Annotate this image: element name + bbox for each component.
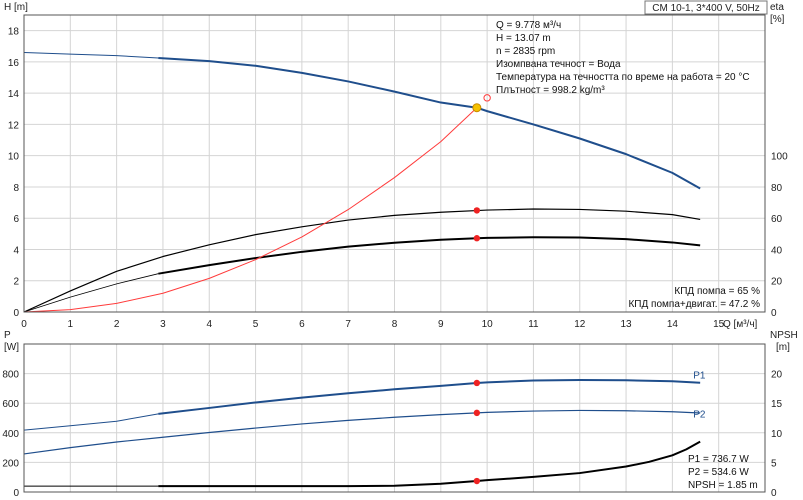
upper-y2-tick-label: 60 xyxy=(771,214,783,225)
series-line-eta_total xyxy=(158,236,701,275)
x-tick-label: 1 xyxy=(68,319,74,330)
duty-point xyxy=(473,409,481,417)
lower-y-label: P xyxy=(4,330,11,341)
lower-y2-tick-label: 0 xyxy=(771,488,777,499)
x-tick-label: 7 xyxy=(345,319,351,330)
lower-y-tick-label: 600 xyxy=(2,399,19,410)
x-tick-label: 4 xyxy=(206,319,212,330)
lower-y2-tick-label: 5 xyxy=(771,458,777,469)
upper-y-tick-label: 8 xyxy=(13,183,19,194)
upper-plot-frame xyxy=(23,14,766,313)
x-tick-label: 3 xyxy=(160,319,166,330)
upper-y2-tick-label: 20 xyxy=(771,277,783,288)
duty-point xyxy=(473,379,481,387)
info-flow: Q = 9.778 м³/ч xyxy=(496,20,561,31)
series-label-p1: P1 xyxy=(693,370,706,381)
system-open-point xyxy=(483,94,491,102)
lower-y2-tick-label: 15 xyxy=(771,399,783,410)
x-tick-label: 12 xyxy=(574,319,586,330)
series-line-head xyxy=(158,56,701,190)
lower-y-unit: [W] xyxy=(4,342,19,353)
x-tick-label: 13 xyxy=(621,319,633,330)
lower-y2-label: NPSH xyxy=(770,330,798,341)
readout-p2: P2 = 534.6 W xyxy=(688,467,749,478)
efficiency-pump-note: КПД помпа = 65 % xyxy=(674,286,760,297)
series-line-eta_pump xyxy=(23,208,701,313)
info-head: H = 13.07 m xyxy=(496,33,551,44)
x-axis-label: Q [м³/ч] xyxy=(723,319,758,330)
upper-y2-label: eta xyxy=(770,2,784,13)
x-tick-label: 14 xyxy=(667,319,679,330)
upper-y-label: H [m] xyxy=(4,2,28,13)
lower-y-tick-label: 200 xyxy=(2,458,19,469)
duty-point xyxy=(473,235,481,242)
lower-y-tick-label: 400 xyxy=(2,429,19,440)
series-line-eta_total_thin xyxy=(23,273,159,313)
series-line-p2 xyxy=(23,409,701,455)
upper-y-tick-label: 4 xyxy=(13,245,19,256)
series-labels: P1 P2 xyxy=(693,370,706,420)
title-box xyxy=(644,0,768,15)
series-layer xyxy=(23,52,701,488)
x-tick-label: 10 xyxy=(482,319,494,330)
upper-y-tick-label: 18 xyxy=(8,27,20,38)
upper-y2-unit: [%] xyxy=(770,14,785,25)
info-speed: n = 2835 rpm xyxy=(496,46,555,57)
upper-y-tick-label: 16 xyxy=(8,58,20,69)
x-tick-label: 5 xyxy=(253,319,259,330)
x-tick-label: 2 xyxy=(114,319,120,330)
upper-y2-tick-label: 40 xyxy=(771,245,783,256)
readout-npsh: NPSH = 1.85 m xyxy=(688,480,758,491)
chart-title: CM 10-1, 3*400 V, 50Hz xyxy=(652,3,759,14)
x-tick-label: 9 xyxy=(438,319,444,330)
lower-y2-tick-label: 10 xyxy=(771,429,783,440)
x-tick-label: 0 xyxy=(21,319,27,330)
lower-plot-frame xyxy=(23,343,766,493)
x-tick-label: 15 xyxy=(713,319,725,330)
upper-y-tick-label: 12 xyxy=(8,120,20,131)
x-tick-label: 8 xyxy=(392,319,398,330)
efficiency-total-note: КПД помпа+двигат. = 47.2 % xyxy=(628,299,760,310)
upper-y-tick-label: 0 xyxy=(13,308,19,319)
ticks-layer: 0 1 2 3 4 5 6 7 8 9 10 11 12 13 14 15024681012141618020… xyxy=(2,27,788,499)
upper-y-tick-label: 6 xyxy=(13,214,19,225)
series-line-system xyxy=(23,107,478,313)
duty-point xyxy=(473,207,481,214)
readout-p1: P1 = 736.7 W xyxy=(688,454,749,465)
lower-y2-unit: [m] xyxy=(776,342,790,353)
upper-y2-tick-label: 80 xyxy=(771,183,783,194)
duty-point xyxy=(473,477,481,485)
series-label-p2: P2 xyxy=(693,409,706,420)
lower-y2-tick-label: 20 xyxy=(771,370,783,381)
upper-y2-tick-label: 0 xyxy=(771,308,777,319)
upper-y-tick-label: 2 xyxy=(13,277,19,288)
info-liquid: Изомпвана течност = Вода xyxy=(496,59,621,70)
lower-y-tick-label: 0 xyxy=(13,488,19,499)
info-temperature: Температура на течността по време на раб… xyxy=(496,71,750,83)
x-tick-label: 11 xyxy=(528,319,539,330)
series-line-p1 xyxy=(158,378,701,415)
intersection-point xyxy=(472,103,482,113)
series-line-head_thin xyxy=(23,52,159,59)
series-line-p1_thin xyxy=(23,413,159,431)
points-layer xyxy=(472,94,491,485)
x-tick-label: 6 xyxy=(299,319,305,330)
lower-grid xyxy=(23,344,765,493)
series-line-npsh xyxy=(158,440,701,488)
info-density: Плътност = 998.2 kg/m³ xyxy=(496,85,605,96)
upper-y-tick-label: 10 xyxy=(8,152,20,163)
upper-y-tick-label: 14 xyxy=(8,89,20,100)
upper-grid xyxy=(23,15,765,313)
lower-y-tick-label: 800 xyxy=(2,370,19,381)
upper-y2-tick-label: 100 xyxy=(771,152,788,163)
